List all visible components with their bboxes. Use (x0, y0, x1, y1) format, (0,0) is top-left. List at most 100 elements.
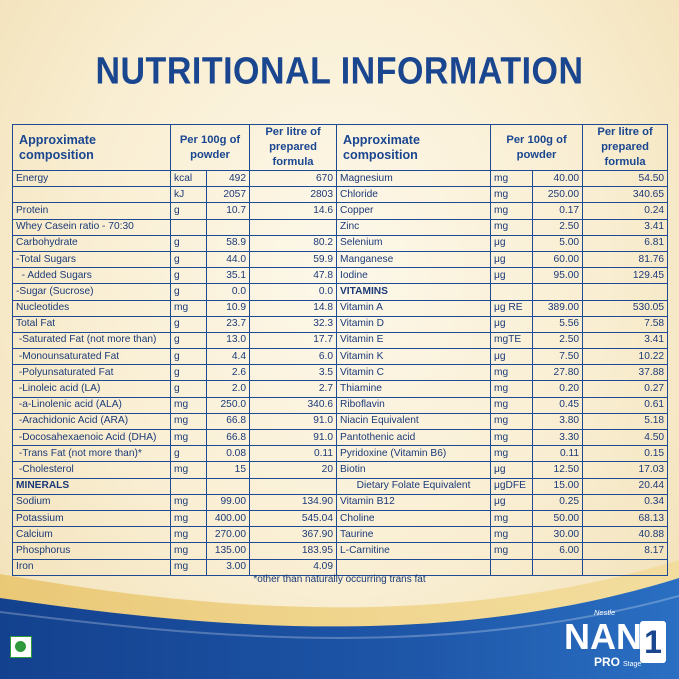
right-per-litre-value: 0.24 (582, 202, 669, 220)
right-nutrient-name: Vitamin B12 (336, 493, 492, 511)
right-nutrient-name: Manganese (336, 250, 492, 269)
brand-stage-label: Stage (623, 661, 641, 668)
right-per-litre-value: 40.88 (582, 526, 669, 544)
right-per-litre-value: 129.45 (582, 267, 669, 285)
right-unit: μg (490, 267, 534, 285)
left-unit: g (170, 202, 207, 220)
right-nutrient-name: Vitamin E (336, 331, 492, 350)
left-nutrient-name: -Cholesterol (12, 461, 171, 479)
right-nutrient-name: Vitamin D (336, 315, 492, 333)
right-nutrient-name (336, 558, 492, 576)
right-per-100g-value: 7.50 (532, 348, 584, 366)
left-per-100g-value: 3.00 (205, 558, 251, 576)
left-unit: g (170, 315, 207, 333)
left-unit: g (170, 445, 207, 463)
left-per-100g-value: 13.0 (205, 331, 251, 350)
header-composition-right: Approximate composition (336, 124, 492, 171)
right-per-litre-value: 68.13 (582, 509, 669, 528)
right-per-100g-value: 50.00 (532, 509, 584, 528)
page-title: NUTRITIONAL INFORMATION (95, 49, 584, 93)
left-nutrient-name: -Total Sugars (12, 250, 171, 269)
left-per-100g-value (205, 218, 251, 236)
table-row: Protein g 10.7 14.6 Copper mg 0.17 0.24 (12, 202, 669, 220)
left-unit: mg (170, 299, 207, 317)
left-per-100g-value: 10.9 (205, 299, 251, 317)
left-per-litre-value: 183.95 (249, 542, 338, 560)
right-unit: mg (490, 542, 534, 560)
right-per-litre-value: 7.58 (582, 315, 669, 333)
right-per-litre-value: 340.65 (582, 186, 669, 204)
right-unit: mg (490, 412, 534, 431)
right-per-litre-value: 37.88 (582, 364, 669, 382)
table-row: Carbohydrate g 58.9 80.2 Selenium μg 5.00 6.81 (12, 234, 669, 252)
left-per-100g-value: 135.00 (205, 542, 251, 560)
left-nutrient-name: -Sugar (Sucrose) (12, 283, 171, 301)
table-row: -Saturated Fat (not more than) g 13.0 17.7 V… (12, 331, 669, 350)
table-row: Phosphorus mg 135.00 183.95 L-Carnitine mg 6.0… (12, 542, 669, 560)
right-per-litre-value: 0.15 (582, 445, 669, 463)
right-per-100g-value: 0.17 (532, 202, 584, 220)
table-row: kJ 2057 2803 Chloride mg 250.00 340.65 (12, 186, 669, 204)
table-row: Sodium mg 99.00 134.90 Vitamin B12 μg 0.25 0.34 (12, 493, 669, 511)
left-per-litre-value: 14.8 (249, 299, 338, 317)
left-unit: g (170, 331, 207, 350)
left-per-litre-value: 6.0 (249, 348, 338, 366)
right-nutrient-name: Riboflavin (336, 396, 492, 414)
left-per-litre-value: 17.7 (249, 331, 338, 350)
left-unit: mg (170, 526, 207, 544)
left-unit: g (170, 348, 207, 366)
left-nutrient-name: - Added Sugars (12, 267, 171, 285)
left-per-100g-value: 66.8 (205, 428, 251, 447)
left-unit: g (170, 283, 207, 301)
right-unit: mg (490, 202, 534, 220)
left-unit: g (170, 267, 207, 285)
left-nutrient-name: -Trans Fat (not more than)* (12, 445, 171, 463)
footnote: *other than naturally occurring trans fa… (253, 574, 426, 585)
left-unit: mg (170, 461, 207, 479)
left-per-litre-value: 91.0 (249, 412, 338, 431)
right-per-litre-value: 0.61 (582, 396, 669, 414)
right-unit: mg (490, 186, 534, 204)
left-per-litre-value: 14.6 (249, 202, 338, 220)
right-per-100g-value: 0.45 (532, 396, 584, 414)
left-nutrient-name: Whey Casein ratio - 70:30 (12, 218, 171, 236)
table-row: -Total Sugars g 44.0 59.9 Manganese μg 60.00 81… (12, 250, 669, 269)
right-nutrient-name: VITAMINS (336, 283, 492, 301)
left-unit: mg (170, 428, 207, 447)
left-per-100g-value: 66.8 (205, 412, 251, 431)
right-unit: μgDFE (490, 477, 534, 495)
right-nutrient-name: Vitamin A (336, 299, 492, 317)
right-per-100g-value: 3.30 (532, 428, 584, 447)
right-per-litre-value: 0.34 (582, 493, 669, 511)
table-row: -Cholesterol mg 15 20 Biotin μg 12.50 17.03 (12, 461, 669, 479)
left-nutrient-name: -Saturated Fat (not more than) (12, 331, 171, 350)
right-nutrient-name: Iodine (336, 267, 492, 285)
left-per-litre-value: 20 (249, 461, 338, 479)
right-unit: mgTE (490, 331, 534, 350)
left-per-litre-value (249, 218, 338, 236)
right-per-litre-value: 10.22 (582, 348, 669, 366)
right-unit: μg (490, 493, 534, 511)
vegetarian-mark-icon (10, 636, 32, 658)
right-per-litre-value: 17.03 (582, 461, 669, 479)
table-row: -a-Linolenic acid (ALA) mg 250.0 340.6 Ribof… (12, 396, 669, 414)
left-per-100g-value (205, 477, 251, 495)
right-per-litre-value: 6.81 (582, 234, 669, 252)
left-per-litre-value: 59.9 (249, 250, 338, 269)
left-unit: mg (170, 542, 207, 560)
right-per-litre-value (582, 558, 669, 576)
left-nutrient-name: Carbohydrate (12, 234, 171, 252)
right-per-100g-value: 6.00 (532, 542, 584, 560)
left-per-litre-value: 367.90 (249, 526, 338, 544)
left-per-100g-value: 2057 (205, 186, 251, 204)
right-per-litre-value: 20.44 (582, 477, 669, 495)
right-per-litre-value: 3.41 (582, 218, 669, 236)
right-per-litre-value: 3.41 (582, 331, 669, 350)
table-row: Whey Casein ratio - 70:30 Zinc mg 2.50 3.41 (12, 218, 669, 236)
right-nutrient-name: Pyridoxine (Vitamin B6) (336, 445, 492, 463)
right-unit: mg (490, 396, 534, 414)
left-unit: g (170, 234, 207, 252)
right-nutrient-name: Niacin Equivalent (336, 412, 492, 431)
